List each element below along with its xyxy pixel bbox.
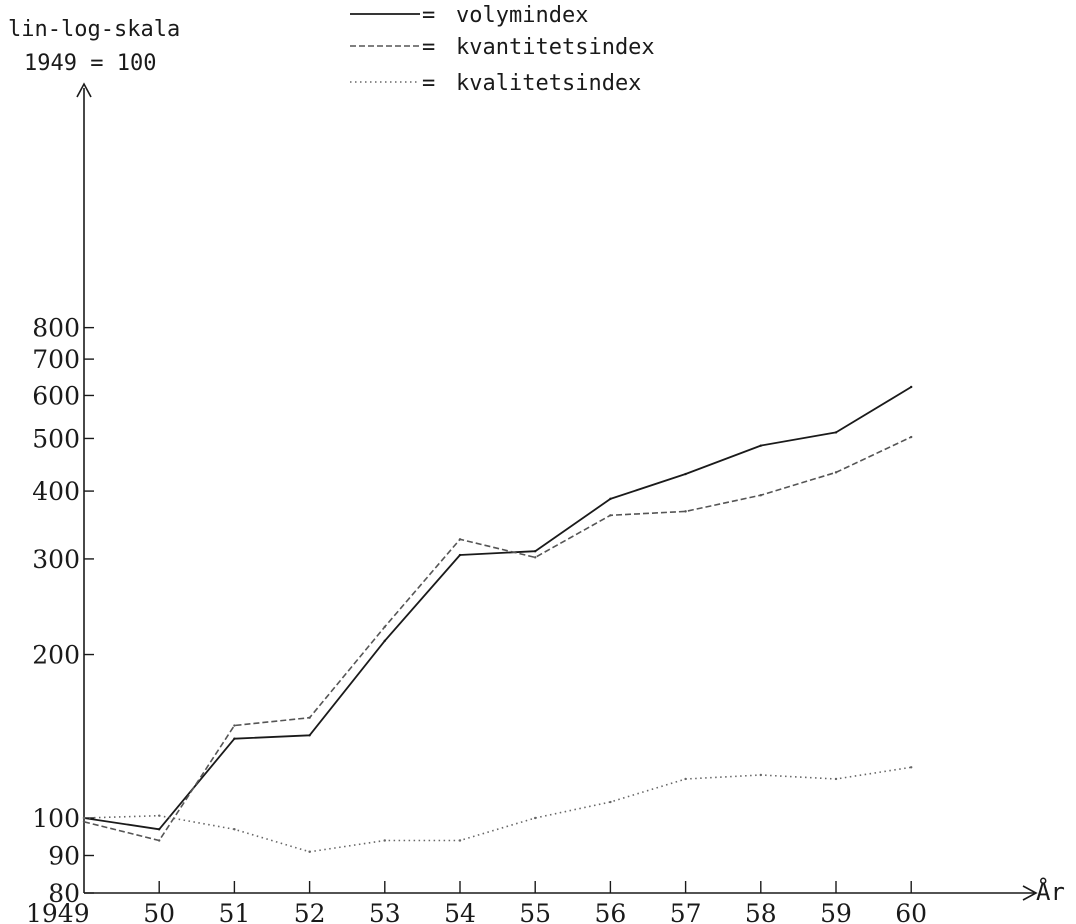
legend-equals: =: [422, 3, 435, 28]
data-point-kvantitetsindex: [534, 556, 536, 558]
y-tick-label: 100: [32, 804, 80, 833]
x-tick-label: 60: [895, 899, 927, 924]
data-point-volymindex: [760, 444, 762, 446]
axes: [77, 84, 1036, 900]
data-point-kvalitetsindex: [158, 814, 160, 816]
data-point-kvalitetsindex: [384, 839, 386, 841]
data-point-kvantitetsindex: [158, 839, 160, 841]
legend-label: kvantitetsindex: [456, 35, 655, 60]
data-point-kvantitetsindex: [459, 538, 461, 540]
scale-base: 1949 = 100: [24, 51, 156, 76]
data-point-kvalitetsindex: [534, 817, 536, 819]
data-point-volymindex: [308, 734, 310, 736]
x-tick-label: 51: [218, 899, 250, 924]
data-point-kvantitetsindex: [83, 821, 85, 823]
x-tick-label: 54: [444, 899, 476, 924]
x-tick-label: 52: [294, 899, 326, 924]
x-ticks: 1949 50 51 52 53 54 55 56 57 58 59 60: [26, 881, 927, 924]
data-point-kvalitetsindex: [684, 778, 686, 780]
y-tick-label: 600: [32, 381, 80, 410]
data-point-kvalitetsindex: [910, 766, 912, 768]
legend-equals: =: [422, 71, 435, 96]
legend-label: kvalitetsindex: [456, 71, 641, 96]
data-point-kvantitetsindex: [609, 514, 611, 516]
legend: = volymindex = kvantitetsindex = kvalitetsind…: [350, 3, 655, 96]
y-tick-label: 90: [48, 842, 80, 871]
y-tick-label: 300: [32, 545, 80, 574]
data-point-volymindex: [158, 828, 160, 830]
legend-label: volymindex: [456, 3, 588, 28]
x-tick-label: 1949: [26, 899, 90, 924]
legend-equals: =: [422, 35, 435, 60]
data-point-kvalitetsindex: [760, 774, 762, 776]
data-point-kvalitetsindex: [835, 778, 837, 780]
data-point-volymindex: [459, 554, 461, 556]
data-point-volymindex: [609, 498, 611, 500]
data-point-kvantitetsindex: [835, 471, 837, 473]
y-tick-label: 400: [32, 477, 80, 506]
x-tick-label: 59: [820, 899, 852, 924]
data-point-kvalitetsindex: [233, 828, 235, 830]
data-point-kvantitetsindex: [233, 724, 235, 726]
data-point-volymindex: [684, 473, 686, 475]
data-point-volymindex: [534, 550, 536, 552]
x-tick-label: 56: [594, 899, 626, 924]
data-point-kvantitetsindex: [308, 717, 310, 719]
y-tick-label: 500: [32, 424, 80, 453]
data-point-kvantitetsindex: [910, 436, 912, 438]
data-point-kvalitetsindex: [459, 839, 461, 841]
x-axis-label: År: [1036, 877, 1065, 906]
series-line-kvantitetsindex: [84, 437, 911, 841]
scale-title: lin-log-skala: [8, 17, 180, 42]
x-tick-label: 53: [369, 899, 401, 924]
series-line-volymindex: [84, 387, 911, 829]
y-tick-label: 700: [32, 345, 80, 374]
x-tick-label: 55: [519, 899, 551, 924]
series-line-kvalitetsindex: [84, 767, 911, 852]
x-tick-label: 58: [745, 899, 777, 924]
y-tick-label: 200: [32, 641, 80, 670]
data-point-volymindex: [384, 640, 386, 642]
x-tick-label: 57: [670, 899, 702, 924]
data-point-kvalitetsindex: [609, 801, 611, 803]
data-point-volymindex: [910, 386, 912, 388]
data-point-kvantitetsindex: [384, 626, 386, 628]
series-lines: [83, 386, 913, 853]
data-point-kvantitetsindex: [684, 510, 686, 512]
data-point-kvalitetsindex: [83, 817, 85, 819]
x-tick-label: 50: [143, 899, 175, 924]
data-point-volymindex: [835, 431, 837, 433]
data-point-kvantitetsindex: [760, 494, 762, 496]
y-tick-label: 800: [32, 314, 80, 343]
data-point-volymindex: [233, 737, 235, 739]
data-point-kvalitetsindex: [308, 851, 310, 853]
